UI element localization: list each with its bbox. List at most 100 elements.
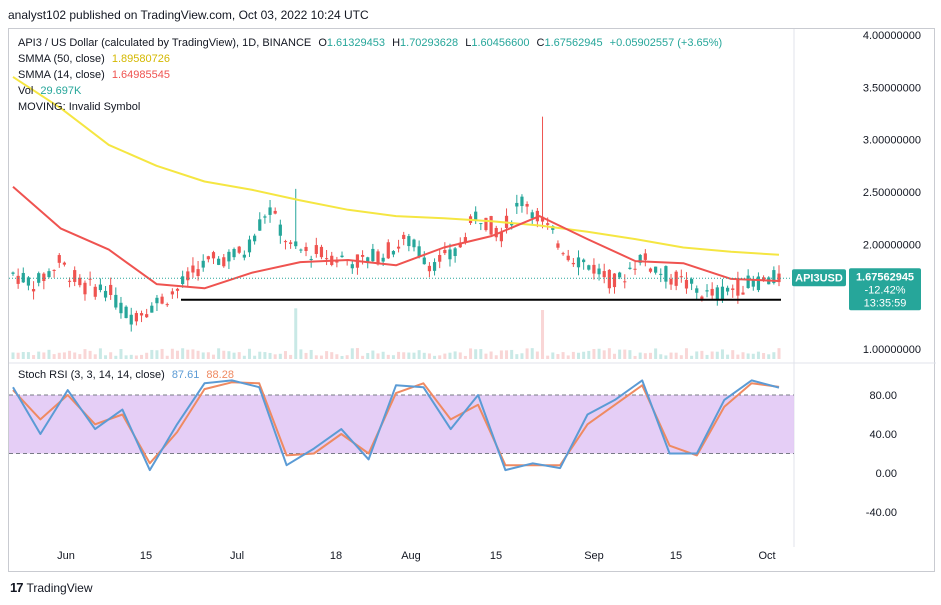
chart-frame: 4.00000000 3.50000000 3.00000000 2.50000000… [8,28,936,573]
candle-body [371,248,375,262]
volume-bar [751,353,755,359]
stoch-d-value: 88.28 [206,369,234,381]
volume-bar [314,355,318,359]
candle-body [540,216,545,222]
volume-bar [659,354,663,359]
volume-bar [607,348,611,359]
legend-h-value: 1.70293628 [400,37,459,49]
volume-bar [227,351,231,359]
candle-body [479,223,483,225]
candle-body [746,275,750,288]
candle-body [309,258,313,261]
candle-body [520,196,524,207]
candle-body [155,297,159,304]
stoch-k-value: 87.61 [171,369,200,381]
volume-bar [510,349,514,359]
price-tick-label: 3.50000000 [863,82,921,94]
volume-bar [746,353,750,359]
time-tick-label: Jun [57,550,75,562]
volume-bar [47,349,51,359]
volume-bar [37,351,41,359]
volume-bar [664,355,668,359]
candle-body [109,284,113,295]
volume-bar [628,350,632,359]
candle-body [690,278,694,284]
candle-body [289,242,293,244]
volume-bar [201,352,205,359]
candle-body [227,251,231,262]
candle-body [674,271,678,286]
volume-bar [597,348,601,359]
volume-bar [684,348,688,359]
candle-body [278,224,282,236]
stoch-tick-label: 80.00 [869,390,897,402]
volume-bar [453,351,457,359]
volume-bar [433,355,437,359]
legend-l-value: 1.60456600 [471,37,530,49]
volume-bar [355,348,359,359]
volume-bar [767,354,771,359]
candle-body [294,241,298,247]
candle-body [582,259,586,263]
volume-bar [160,348,164,359]
candle-body [571,262,575,265]
volume-bar [289,354,293,359]
candle-body [607,269,611,289]
candle-body [360,254,365,257]
volume-bar [114,355,118,359]
candle-body [638,254,642,263]
volume-bar [186,349,190,359]
volume-bar [98,348,102,359]
volume-bar [623,349,627,359]
candle-body [21,272,25,283]
volume-bar [335,354,339,359]
volume-bar [165,355,169,359]
candle-body [602,271,606,278]
volume-bar [68,350,72,359]
candle-body [160,296,164,304]
volume-bar [319,355,323,359]
smma14-line [12,186,780,290]
tradingview-footer[interactable]: 17 TradingView [10,580,93,595]
candle-body [258,219,262,231]
candle-body [263,216,267,218]
volume-bar [119,349,123,359]
candle-body [458,242,462,248]
candle-body [366,257,370,264]
time-tick-label: Aug [401,550,421,562]
volume-bar [762,353,766,359]
candle-body [592,264,596,274]
volume-bar [469,348,473,359]
smma50-value: 1.89580726 [111,53,170,65]
volume-bar [674,352,678,359]
candle-body [52,269,56,271]
volume-bar [129,354,133,359]
volume-bar [705,354,709,359]
smma50-line [12,76,780,256]
candle-body [145,314,149,318]
candle-body [319,246,324,258]
candle-body [324,258,329,260]
candle-body [196,269,200,277]
volume-bar [648,352,652,359]
candle-body [150,305,154,313]
candle-body [597,268,601,275]
candle-body [186,271,190,281]
chart-canvas[interactable]: 4.00000000 3.50000000 3.00000000 2.50000000… [9,29,936,573]
volume-bar [654,348,658,359]
volume-bar [463,355,467,359]
volume-bar [417,350,421,359]
candle-body [170,291,174,295]
candle-body [217,258,221,265]
candle-body [720,286,725,300]
volume-bar [479,349,483,359]
candle-body [695,288,699,293]
publisher-header: analyst102 published on TradingView.com,… [8,8,369,22]
candle-body [432,262,437,271]
candle-body [715,287,719,300]
volume-bar [571,351,575,359]
candle-body [273,210,277,214]
volume-bar [561,352,565,359]
candle-body [283,241,288,243]
candle-body [98,284,102,291]
